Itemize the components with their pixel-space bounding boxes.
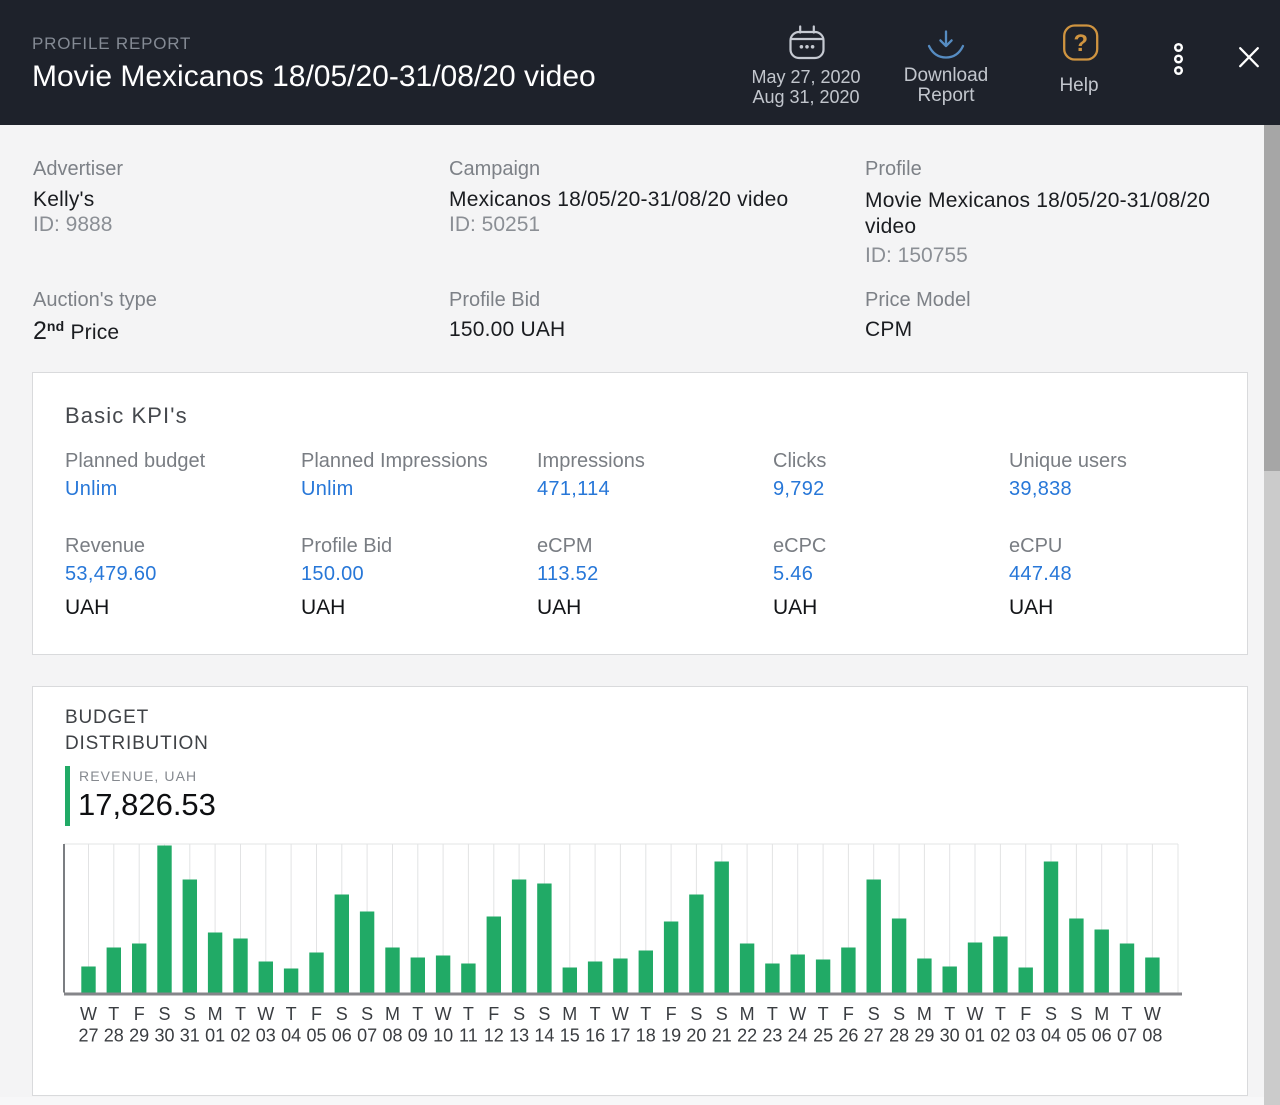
svg-text:W: W bbox=[612, 1004, 629, 1024]
svg-text:04: 04 bbox=[281, 1026, 301, 1046]
svg-text:F: F bbox=[311, 1004, 322, 1024]
svg-text:T: T bbox=[640, 1004, 651, 1024]
svg-text:03: 03 bbox=[1016, 1026, 1036, 1046]
svg-text:T: T bbox=[286, 1004, 297, 1024]
svg-text:02: 02 bbox=[990, 1026, 1010, 1046]
svg-text:01: 01 bbox=[205, 1026, 225, 1046]
svg-text:26: 26 bbox=[838, 1026, 858, 1046]
svg-text:F: F bbox=[134, 1004, 145, 1024]
svg-text:T: T bbox=[412, 1004, 423, 1024]
svg-text:T: T bbox=[944, 1004, 955, 1024]
svg-text:22: 22 bbox=[737, 1026, 757, 1046]
svg-text:?: ? bbox=[1073, 30, 1088, 57]
svg-text:T: T bbox=[235, 1004, 246, 1024]
svg-text:S: S bbox=[513, 1004, 525, 1024]
svg-text:M: M bbox=[208, 1004, 223, 1024]
svg-text:14: 14 bbox=[534, 1026, 554, 1046]
svg-text:S: S bbox=[690, 1004, 702, 1024]
svg-text:06: 06 bbox=[1092, 1026, 1112, 1046]
svg-text:S: S bbox=[1045, 1004, 1057, 1024]
svg-text:S: S bbox=[336, 1004, 348, 1024]
svg-text:13: 13 bbox=[509, 1026, 529, 1046]
svg-text:08: 08 bbox=[1142, 1026, 1162, 1046]
svg-text:S: S bbox=[868, 1004, 880, 1024]
svg-text:T: T bbox=[1122, 1004, 1133, 1024]
svg-text:10: 10 bbox=[433, 1026, 453, 1046]
svg-text:27: 27 bbox=[864, 1026, 884, 1046]
svg-text:W: W bbox=[80, 1004, 97, 1024]
svg-text:W: W bbox=[967, 1004, 984, 1024]
svg-text:27: 27 bbox=[78, 1026, 98, 1046]
svg-text:03: 03 bbox=[256, 1026, 276, 1046]
svg-text:S: S bbox=[361, 1004, 373, 1024]
svg-text:M: M bbox=[917, 1004, 932, 1024]
svg-text:12: 12 bbox=[484, 1026, 504, 1046]
svg-text:T: T bbox=[995, 1004, 1006, 1024]
svg-text:11: 11 bbox=[459, 1026, 478, 1046]
svg-text:23: 23 bbox=[762, 1026, 782, 1046]
svg-text:08: 08 bbox=[382, 1026, 402, 1046]
svg-text:25: 25 bbox=[813, 1026, 833, 1046]
svg-text:S: S bbox=[1070, 1004, 1082, 1024]
svg-text:17: 17 bbox=[610, 1026, 630, 1046]
svg-text:T: T bbox=[463, 1004, 474, 1024]
svg-text:06: 06 bbox=[332, 1026, 352, 1046]
svg-text:W: W bbox=[789, 1004, 806, 1024]
svg-text:S: S bbox=[184, 1004, 196, 1024]
svg-text:01: 01 bbox=[965, 1026, 985, 1046]
svg-text:29: 29 bbox=[129, 1026, 149, 1046]
svg-text:31: 31 bbox=[180, 1026, 200, 1046]
svg-text:S: S bbox=[716, 1004, 728, 1024]
svg-text:04: 04 bbox=[1041, 1026, 1061, 1046]
svg-text:09: 09 bbox=[408, 1026, 428, 1046]
svg-text:15: 15 bbox=[560, 1026, 580, 1046]
svg-text:M: M bbox=[562, 1004, 577, 1024]
svg-text:21: 21 bbox=[712, 1026, 732, 1046]
svg-text:30: 30 bbox=[940, 1026, 960, 1046]
svg-text:M: M bbox=[1094, 1004, 1109, 1024]
svg-text:07: 07 bbox=[1117, 1026, 1137, 1046]
svg-text:T: T bbox=[818, 1004, 829, 1024]
svg-text:28: 28 bbox=[104, 1026, 124, 1046]
svg-text:S: S bbox=[538, 1004, 550, 1024]
svg-text:M: M bbox=[740, 1004, 755, 1024]
svg-text:F: F bbox=[666, 1004, 677, 1024]
svg-text:07: 07 bbox=[357, 1026, 377, 1046]
svg-text:S: S bbox=[893, 1004, 905, 1024]
svg-text:W: W bbox=[435, 1004, 452, 1024]
svg-text:M: M bbox=[385, 1004, 400, 1024]
svg-text:F: F bbox=[1020, 1004, 1031, 1024]
svg-text:F: F bbox=[488, 1004, 499, 1024]
svg-text:W: W bbox=[257, 1004, 274, 1024]
svg-text:20: 20 bbox=[686, 1026, 706, 1046]
svg-text:19: 19 bbox=[661, 1026, 681, 1046]
svg-text:05: 05 bbox=[306, 1026, 326, 1046]
svg-text:S: S bbox=[158, 1004, 170, 1024]
svg-text:28: 28 bbox=[889, 1026, 909, 1046]
svg-text:T: T bbox=[767, 1004, 778, 1024]
svg-text:T: T bbox=[590, 1004, 601, 1024]
svg-text:T: T bbox=[108, 1004, 119, 1024]
svg-text:29: 29 bbox=[914, 1026, 934, 1046]
svg-text:02: 02 bbox=[230, 1026, 250, 1046]
svg-text:18: 18 bbox=[636, 1026, 656, 1046]
svg-text:16: 16 bbox=[585, 1026, 605, 1046]
svg-text:05: 05 bbox=[1066, 1026, 1086, 1046]
svg-text:F: F bbox=[843, 1004, 854, 1024]
svg-text:30: 30 bbox=[154, 1026, 174, 1046]
svg-text:W: W bbox=[1144, 1004, 1161, 1024]
svg-text:24: 24 bbox=[788, 1026, 808, 1046]
